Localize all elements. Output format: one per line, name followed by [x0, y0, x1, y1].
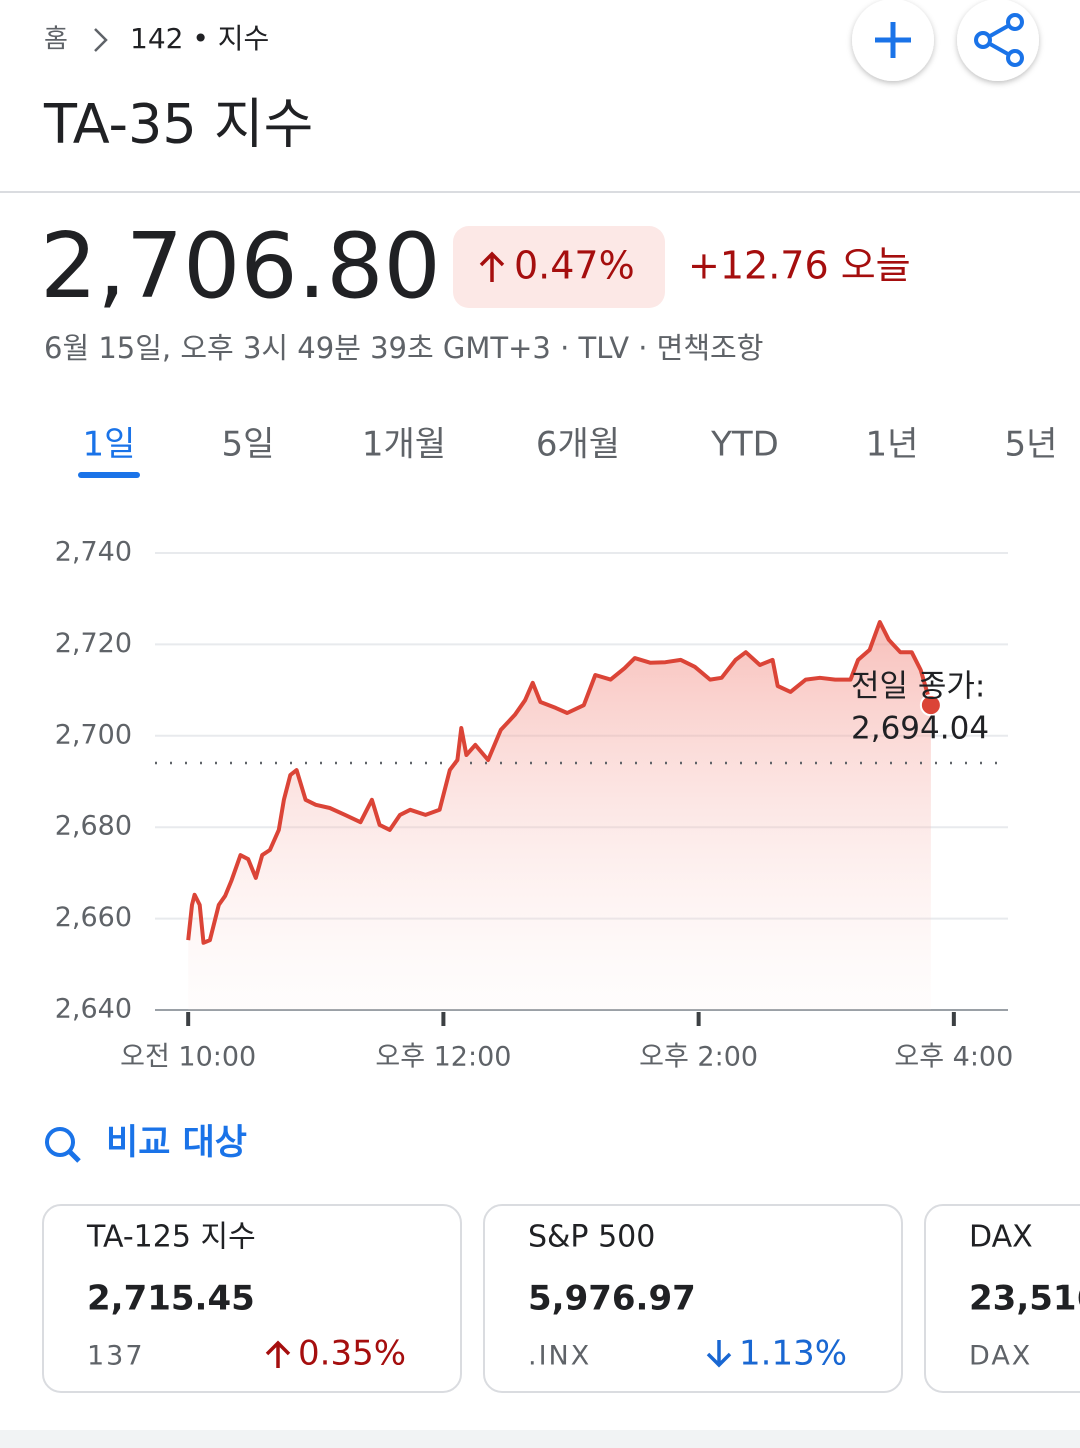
card-change: 1.13% — [739, 1334, 847, 1374]
change-pill — [453, 226, 665, 308]
previous-close-annotation: 전일 종가: — [851, 669, 985, 705]
y-tick-label: 2,660 — [55, 902, 132, 933]
up-arrow — [479, 251, 505, 282]
share-node — [974, 31, 992, 49]
compare-card[interactable] — [483, 1204, 903, 1393]
card-ticker: .INX — [528, 1341, 591, 1372]
change-today: +12.76 오늘 — [688, 244, 911, 288]
search-icon-handle — [67, 1149, 81, 1163]
page-title: TA-35 지수 — [43, 93, 313, 156]
bottom-band — [0, 1430, 1080, 1448]
down-arrow — [706, 1340, 732, 1368]
range-tab[interactable]: 1개월 — [362, 425, 446, 465]
compare-card[interactable] — [42, 1204, 462, 1393]
plus-icon — [875, 22, 911, 58]
range-tab[interactable]: 5년 — [1005, 425, 1058, 465]
button-bg[interactable] — [957, 0, 1039, 81]
price-area — [188, 622, 931, 1010]
active-tab-underline — [78, 472, 140, 478]
breadcrumb-current: 142 • 지수 — [130, 22, 269, 55]
y-tick-label: 2,680 — [55, 811, 132, 842]
x-tick-label: 오후 2:00 — [639, 1042, 758, 1073]
compare-card[interactable] — [924, 1204, 1080, 1393]
card-name: TA-125 지수 — [86, 1220, 256, 1255]
change-percent: 0.47% — [514, 244, 635, 288]
card-value: 23,516 — [969, 1279, 1080, 1319]
card-name: S&P 500 — [528, 1220, 655, 1255]
share-node — [1006, 49, 1024, 67]
breadcrumb-chevron — [94, 28, 108, 52]
share-node — [1006, 13, 1024, 31]
range-tab[interactable]: 1일 — [83, 425, 136, 465]
price-line — [186, 620, 933, 945]
up-arrow — [265, 1340, 291, 1368]
y-tick-label: 2,720 — [55, 628, 132, 659]
x-tick-label: 오후 12:00 — [375, 1042, 511, 1073]
x-tick-label: 오후 4:00 — [894, 1042, 1013, 1073]
x-tick-label: 오전 10:00 — [120, 1042, 256, 1073]
chart: 2,640 2,660 2,680 2,700 2,720 2,740 오전 10:00 오후… — [55, 537, 1014, 1073]
last-point — [919, 694, 942, 717]
card-ticker: 137 — [87, 1341, 145, 1372]
price: 2,706.80 — [40, 214, 441, 319]
card-ticker: DAX — [969, 1341, 1032, 1372]
previous-close-value: 2,694.04 — [851, 711, 989, 747]
search-icon — [45, 1127, 75, 1157]
compare-cards: TA-125 지수 2,715.45 137 0.35% S&P 500 5,976.97… — [42, 1204, 1080, 1393]
add-button[interactable] — [852, 0, 934, 81]
range-tab[interactable]: 1년 — [866, 425, 919, 465]
range-tab[interactable]: YTD — [710, 425, 779, 465]
y-tick-label: 2,700 — [55, 719, 132, 750]
card-name: DAX — [969, 1220, 1033, 1255]
range-tab[interactable]: 5일 — [222, 425, 275, 465]
range-tabs: 1일 5일 1개월 6개월 YTD 1년 5년 — [78, 425, 1058, 478]
y-tick-label: 2,640 — [55, 994, 132, 1025]
share-button[interactable] — [957, 0, 1039, 81]
range-tab[interactable]: 6개월 — [536, 425, 620, 465]
card-value: 2,715.45 — [87, 1279, 255, 1319]
breadcrumb-home[interactable]: 홈 — [44, 25, 68, 55]
card-change: 0.35% — [298, 1334, 406, 1374]
y-tick-label: 2,740 — [55, 537, 132, 568]
compare-title: 비교 대상 — [106, 1123, 247, 1163]
timestamp: 6월 15일, 오후 3시 49분 39초 GMT+3 · TLV · 면책조항 — [44, 331, 763, 365]
card-value: 5,976.97 — [528, 1279, 696, 1319]
